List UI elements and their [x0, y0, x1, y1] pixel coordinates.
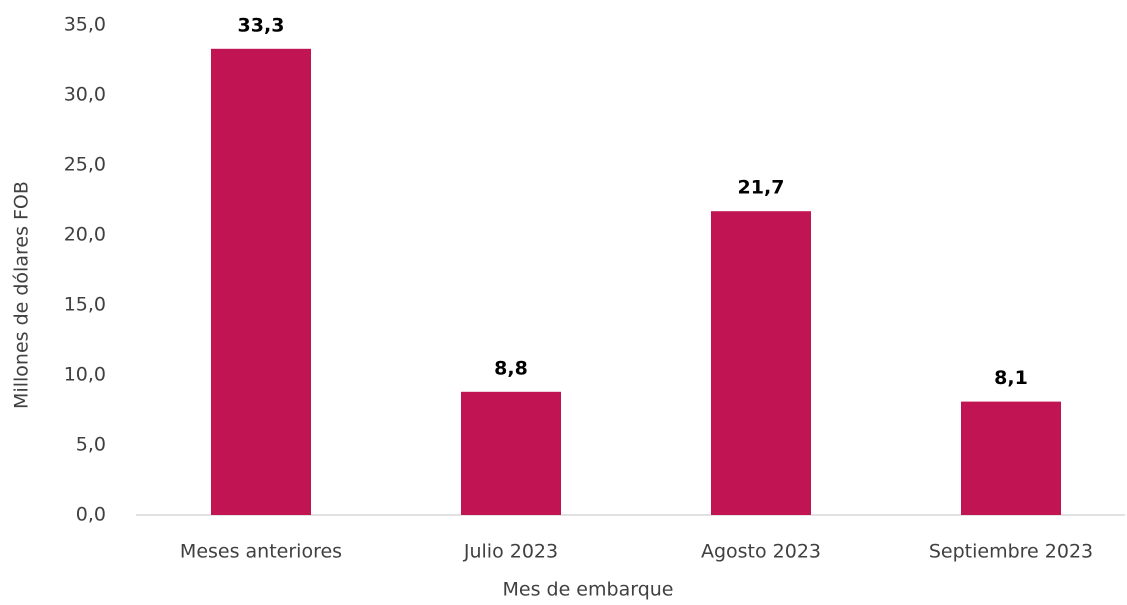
y-tick-label: 5,0 [76, 434, 106, 456]
y-tick-label: 10,0 [64, 364, 106, 386]
bar [211, 48, 311, 516]
x-tick-label: Meses anteriores [180, 541, 342, 563]
y-tick-label: 0,0 [76, 504, 106, 526]
x-tick-label: Septiembre 2023 [929, 541, 1093, 563]
bar [961, 401, 1061, 515]
bar [711, 211, 811, 515]
x-tick-label: Agosto 2023 [701, 541, 821, 563]
value-label: 33,3 [238, 14, 285, 36]
y-tick-label: 35,0 [64, 14, 106, 36]
value-label: 8,1 [994, 367, 1028, 389]
x-axis-label: Mes de embarque [503, 579, 674, 601]
value-label: 8,8 [494, 357, 528, 379]
y-tick-label: 20,0 [64, 224, 106, 246]
y-tick-label: 30,0 [64, 84, 106, 106]
y-tick-label: 25,0 [64, 154, 106, 176]
y-axis-label: Millones de dólares FOB [11, 181, 33, 409]
value-label: 21,7 [738, 177, 785, 199]
y-tick-label: 15,0 [64, 294, 106, 316]
bar [461, 391, 561, 515]
x-tick-label: Julio 2023 [463, 541, 558, 563]
